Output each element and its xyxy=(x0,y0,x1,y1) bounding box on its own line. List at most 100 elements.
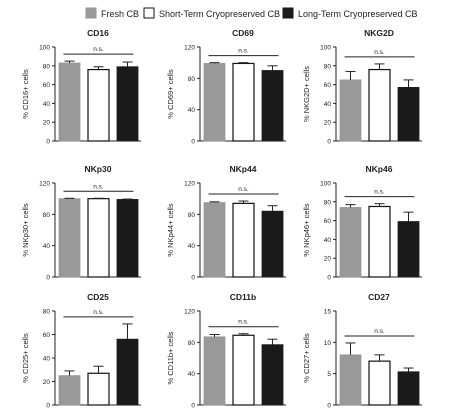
y-axis-label: % CD16+ cells xyxy=(21,69,30,119)
y-tick-label: 60 xyxy=(43,332,51,339)
y-tick-label: 80 xyxy=(324,199,332,206)
y-tick-label: 0 xyxy=(327,139,331,146)
y-tick-label: 40 xyxy=(324,237,332,244)
panel-cd27: CD27 % CD27+ cells 0 5 10 15 n.s. xyxy=(302,292,422,410)
y-tick-label: 40 xyxy=(324,101,332,108)
y-tick-label: 80 xyxy=(188,212,196,219)
panel-cd69: CD69 % CD69+ cells 0 40 80 120 n.s. xyxy=(166,28,286,146)
bar-fresh xyxy=(339,207,362,278)
panel-nkp30: NKp30 % NKp30+ cells 0 40 80 120 n.s. xyxy=(21,164,141,282)
panel-cd25: CD25 % CD25+ cells 0 20 40 60 80 n.s. xyxy=(21,292,141,410)
panel-title: NKG2D xyxy=(364,28,394,38)
bar-long-term xyxy=(261,70,284,142)
y-tick-label: 100 xyxy=(320,45,331,52)
y-axis-label: % NKp46+ cells xyxy=(302,203,311,256)
y-tick-label: 80 xyxy=(43,309,51,316)
significance-label: n.s. xyxy=(93,46,104,53)
y-tick-label: 40 xyxy=(188,107,196,114)
panel-title: CD16 xyxy=(87,28,109,38)
y-axis-label: % CD69+ cells xyxy=(166,69,175,119)
bar-long-term xyxy=(397,87,420,142)
bar-long-term xyxy=(261,344,284,406)
bar-long-term xyxy=(261,210,284,278)
y-tick-label: 40 xyxy=(43,243,51,250)
significance-label: n.s. xyxy=(238,186,249,193)
y-axis-label: % NKp44+ cells xyxy=(166,203,175,256)
bar-short-term xyxy=(232,62,255,142)
bar-short-term xyxy=(87,68,110,142)
y-axis-label: % CD25+ cells xyxy=(21,333,30,383)
y-tick-label: 80 xyxy=(188,340,196,347)
legend-label-long-term: Long-Term Cryopreserved CB xyxy=(298,9,418,19)
bar-fresh xyxy=(339,354,362,406)
significance-label: n.s. xyxy=(374,189,385,196)
bar-long-term xyxy=(116,338,139,406)
y-tick-label: 20 xyxy=(43,379,51,386)
panel-title: CD11b xyxy=(230,292,256,302)
y-tick-label: 15 xyxy=(324,309,332,316)
panel-nkp44: NKp44 % NKp44+ cells 0 40 80 120 n.s. xyxy=(166,164,286,282)
bar-long-term xyxy=(116,199,139,278)
significance-label: n.s. xyxy=(374,328,385,335)
bar-short-term xyxy=(87,372,110,406)
significance-label: n.s. xyxy=(93,183,104,190)
y-tick-label: 120 xyxy=(184,309,195,316)
y-tick-label: 0 xyxy=(191,139,195,146)
y-tick-label: 80 xyxy=(43,212,51,219)
y-tick-label: 40 xyxy=(188,371,196,378)
y-tick-label: 0 xyxy=(327,403,331,410)
bar-short-term xyxy=(87,198,110,278)
bar-long-term xyxy=(397,371,420,406)
bar-short-term xyxy=(368,68,391,142)
y-tick-label: 120 xyxy=(184,45,195,52)
panel-title: CD25 xyxy=(87,292,109,302)
y-tick-label: 100 xyxy=(39,45,50,52)
panel-title: NKp44 xyxy=(230,164,257,174)
panel-title: NKp30 xyxy=(85,164,112,174)
bar-long-term xyxy=(397,221,420,278)
bar-short-term xyxy=(232,202,255,278)
y-tick-label: 60 xyxy=(324,218,332,225)
legend-label-fresh: Fresh CB xyxy=(101,9,139,19)
y-tick-label: 60 xyxy=(43,82,51,89)
y-tick-label: 20 xyxy=(43,120,51,127)
significance-label: n.s. xyxy=(238,319,249,326)
y-axis-label: % CD27+ cells xyxy=(302,333,311,383)
y-tick-label: 40 xyxy=(43,356,51,363)
y-tick-label: 80 xyxy=(43,63,51,70)
significance-label: n.s. xyxy=(374,49,385,56)
panel-cd11b: CD11b % CD11b+ cells 0 40 80 120 n.s. xyxy=(166,292,286,410)
y-tick-label: 20 xyxy=(324,120,332,127)
bar-long-term xyxy=(116,66,139,142)
legend-swatch-short-term xyxy=(143,7,155,19)
y-axis-label: % NKp30+ cells xyxy=(21,203,30,256)
bar-fresh xyxy=(58,62,81,142)
y-tick-label: 80 xyxy=(188,76,196,83)
bar-fresh xyxy=(203,63,226,142)
y-tick-label: 60 xyxy=(324,82,332,89)
significance-label: n.s. xyxy=(238,48,249,55)
bar-fresh xyxy=(58,375,81,406)
y-tick-label: 0 xyxy=(191,275,195,282)
y-tick-label: 0 xyxy=(46,275,50,282)
y-tick-label: 40 xyxy=(188,243,196,250)
y-tick-label: 0 xyxy=(46,403,50,410)
y-tick-label: 0 xyxy=(327,275,331,282)
panel-title: NKp46 xyxy=(366,164,393,174)
legend-label-short-term: Short-Term Cryopreserved CB xyxy=(159,9,280,19)
bar-short-term xyxy=(368,205,391,278)
y-tick-label: 5 xyxy=(327,371,331,378)
bar-short-term xyxy=(232,334,255,406)
y-tick-label: 80 xyxy=(324,63,332,70)
legend: Fresh CB Short-Term Cryopreserved CB Lon… xyxy=(85,7,418,19)
y-tick-label: 10 xyxy=(324,340,332,347)
y-tick-label: 120 xyxy=(184,181,195,188)
y-axis-label: % NKG2D+ cells xyxy=(302,66,311,122)
legend-swatch-long-term xyxy=(282,7,294,19)
significance-label: n.s. xyxy=(93,309,104,316)
y-tick-label: 40 xyxy=(43,101,51,108)
y-tick-label: 120 xyxy=(39,181,50,188)
panel-title: CD27 xyxy=(368,292,390,302)
